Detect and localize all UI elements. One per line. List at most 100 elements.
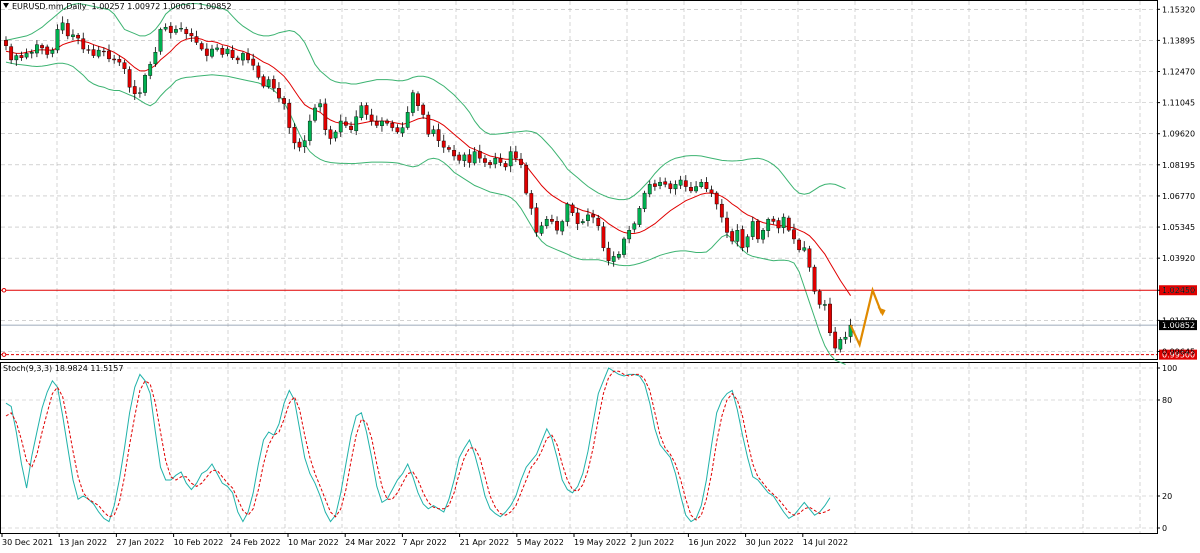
candle-body — [380, 120, 384, 126]
candle-body — [24, 53, 29, 58]
candle-body — [761, 230, 765, 240]
candle-body — [344, 121, 348, 126]
candle-body — [534, 207, 539, 233]
candle-body — [4, 40, 8, 46]
candle-body — [338, 120, 343, 133]
date-tick-label: 10 Mar 2022 — [288, 538, 339, 547]
price-tick-label: 1.08195 — [1162, 161, 1195, 170]
candle-body — [127, 69, 132, 88]
chart-title: EURUSD.mm,Daily 1.00257 1.00972 1.00061 … — [3, 2, 232, 11]
candle-body — [725, 217, 729, 233]
price-level-tag-label: 0.99500 — [1162, 351, 1195, 360]
candle-body — [137, 92, 142, 94]
candle-body — [122, 62, 127, 69]
candle-body — [45, 46, 50, 55]
candle-body — [416, 93, 420, 106]
candle-body — [369, 114, 374, 122]
candle-body — [457, 154, 462, 161]
candle-body — [246, 53, 250, 61]
price-tick-label: 1.02450 — [1162, 286, 1195, 295]
candle-body — [792, 229, 796, 240]
candle-body — [539, 225, 544, 234]
candle-body — [812, 266, 817, 292]
price-level-tag-label: 1.02450 — [1162, 286, 1195, 295]
candle-body — [714, 192, 719, 205]
candle-body — [776, 220, 781, 229]
candle-body — [833, 331, 838, 349]
stoch-values: 18.9824 11.5157 — [54, 364, 124, 373]
candle-body — [174, 29, 178, 33]
date-tick-label: 30 Dec 2021 — [2, 538, 53, 547]
candle-body — [96, 49, 101, 57]
stoch-tick-label: 0 — [1162, 524, 1167, 533]
candle-body — [622, 238, 626, 255]
candle-body — [148, 64, 153, 76]
candle-body — [802, 247, 807, 251]
price-tick-label: 1.11045 — [1162, 99, 1195, 108]
bollinger-upper-line — [5, 3, 846, 201]
candle-body — [194, 36, 199, 43]
candle-body — [771, 218, 776, 222]
bollinger-lower-line — [5, 61, 846, 365]
candle-body — [730, 231, 735, 242]
date-tick-label: 30 Jun 2022 — [746, 538, 794, 547]
price-level-anchor — [1, 287, 7, 293]
candle-body — [822, 304, 827, 306]
date-tick-label: 13 Jan 2022 — [59, 538, 107, 547]
candle-body — [653, 183, 657, 187]
candle-body — [441, 140, 446, 148]
candle-body — [678, 179, 683, 186]
candle-body — [447, 147, 451, 150]
date-tick-label: 19 May 2022 — [574, 538, 626, 547]
candle-body — [313, 107, 317, 121]
candle-body — [374, 121, 379, 126]
candle-body — [483, 158, 487, 163]
candle-body — [323, 103, 328, 130]
candle-body — [76, 34, 81, 39]
candle-body — [673, 184, 678, 190]
candle-body — [256, 65, 261, 78]
candle-body — [143, 75, 147, 93]
candle-body — [740, 229, 745, 248]
candle-body — [117, 59, 122, 63]
candle-body — [797, 239, 802, 251]
candle-body — [297, 141, 302, 148]
candle-body — [112, 58, 117, 61]
candle-body — [225, 48, 230, 55]
candle-body — [385, 120, 389, 124]
candle-body — [611, 256, 616, 262]
price-level-tag — [1159, 285, 1197, 296]
candle-body — [210, 48, 214, 57]
candle-body — [235, 57, 240, 61]
candle-body — [390, 123, 395, 128]
candle-body — [689, 187, 693, 192]
candle-body — [498, 157, 503, 163]
candle-body — [153, 52, 158, 65]
stoch-signal-line — [5, 370, 831, 521]
candle-body — [601, 226, 606, 248]
candle-body — [132, 86, 137, 94]
price-tick-label: 1.01070 — [1162, 316, 1195, 325]
candle-body — [220, 48, 225, 55]
candle-body — [277, 88, 281, 99]
candle-body — [735, 230, 740, 242]
candle-body — [282, 98, 286, 104]
candle-body — [436, 129, 441, 141]
candle-body — [591, 214, 596, 218]
date-tick-label: 21 Apr 2022 — [460, 538, 509, 547]
candle-body — [750, 221, 755, 237]
candle-body — [318, 103, 323, 108]
candle-body — [168, 25, 173, 33]
candle-body — [14, 55, 19, 61]
stoch-label: Stoch(9,3,3) — [3, 364, 53, 373]
candle-body — [704, 182, 709, 189]
candle-body — [508, 151, 513, 167]
candle-body — [668, 183, 673, 189]
candle-body — [524, 165, 529, 194]
candle-body — [694, 186, 699, 192]
candle-body — [488, 162, 492, 165]
ohlc-label: 1.00257 1.00972 1.00061 1.00852 — [91, 2, 232, 11]
candle-body — [179, 28, 183, 30]
collapse-triangle-icon[interactable] — [3, 3, 9, 8]
